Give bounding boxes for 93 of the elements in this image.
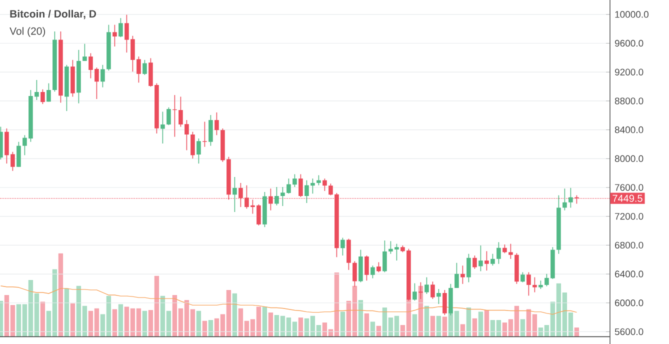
- bar: [208, 320, 214, 337]
- candlestick: [466, 253, 471, 283]
- candlestick: [214, 112, 219, 136]
- y-tick-label: 8800.0: [614, 98, 644, 104]
- y-tick-label: 9200.0: [614, 68, 644, 76]
- y-tick-label: 6000.0: [615, 300, 644, 306]
- candlestick: [100, 64, 105, 88]
- candlestick: [412, 282, 417, 302]
- candlestick: [328, 183, 333, 196]
- candlestick: [562, 188, 567, 211]
- candlestick: [112, 24, 117, 47]
- bar: [436, 316, 442, 337]
- bar: [460, 324, 466, 337]
- candlestick: [472, 255, 477, 270]
- bar: [142, 310, 148, 337]
- bar: [466, 308, 472, 337]
- y-tick-label: 8000.0: [614, 155, 644, 162]
- candlestick: [202, 121, 207, 148]
- bar: [520, 319, 526, 337]
- candlestick: [364, 255, 369, 281]
- candlestick: [454, 262, 459, 288]
- y-tick-label: 6800.0: [615, 242, 644, 249]
- bar: [412, 314, 418, 337]
- candlestick: [118, 18, 123, 38]
- bar: [358, 300, 364, 337]
- y-tick-label: 7600.0: [615, 184, 644, 191]
- candlestick: [322, 178, 327, 192]
- candlestick: [382, 240, 387, 273]
- bar: [196, 310, 202, 337]
- chart-title: Vol (20): [10, 27, 46, 37]
- candlestick: [196, 138, 201, 164]
- bar: [202, 320, 208, 337]
- candlestick: [208, 114, 213, 146]
- candlestick: [340, 237, 345, 256]
- candlestick: [298, 174, 303, 198]
- candlestick: [424, 276, 429, 294]
- candlestick: [304, 180, 309, 204]
- y-tick-label: 6400.0: [615, 270, 644, 278]
- candlestick: [490, 253, 495, 266]
- bar: [268, 312, 274, 337]
- candlestick: [16, 141, 21, 168]
- candlestick: [496, 242, 501, 264]
- candlestick: [508, 243, 513, 260]
- bar: [40, 302, 46, 337]
- bar: [232, 293, 238, 337]
- candlestick: [46, 82, 51, 102]
- y-tick-label: 7200.0: [615, 212, 644, 220]
- ref-line-label: 7449.5: [612, 194, 642, 202]
- bar: [298, 318, 304, 337]
- bar: [424, 306, 430, 337]
- candlestick: [526, 272, 531, 296]
- bar: [364, 313, 370, 337]
- candlestick: [436, 288, 441, 304]
- candlestick: [442, 290, 447, 316]
- candlestick: [274, 186, 279, 206]
- y-tick-label: 9600.0: [614, 40, 644, 47]
- candlestick: [460, 265, 465, 284]
- candlestick: [532, 276, 537, 293]
- candlestick: [142, 60, 147, 76]
- candlestick: [568, 188, 573, 208]
- candlestick: [190, 131, 195, 159]
- candlestick: [370, 265, 375, 279]
- bar: [70, 303, 76, 337]
- bar: [418, 286, 424, 337]
- candlestick: [430, 281, 435, 300]
- candlestick: [166, 106, 171, 126]
- bar: [340, 312, 346, 337]
- bar: [118, 304, 124, 337]
- bar: [430, 316, 436, 337]
- candlestick: [520, 272, 525, 283]
- bar: [472, 318, 478, 337]
- y-tick-label: 10000.0: [615, 11, 648, 18]
- text: Bitcoin / Dollar, D: [10, 10, 96, 20]
- bar: [64, 288, 70, 337]
- candlestick: [160, 111, 165, 144]
- bar: [58, 253, 64, 337]
- bar: [484, 310, 490, 337]
- candlestick: [376, 262, 381, 273]
- candlestick: [346, 238, 351, 270]
- bar: [478, 312, 484, 337]
- y-tick-label: 5600.0: [614, 328, 644, 336]
- candlestick: [40, 88, 45, 104]
- candlestick: [484, 250, 489, 271]
- y-tick-label: 8400.0: [614, 126, 644, 134]
- candlestick: [310, 178, 315, 194]
- bar: [262, 306, 268, 337]
- candlestick: [478, 245, 483, 272]
- candlestick: [82, 43, 87, 62]
- bar: [442, 316, 448, 337]
- bar: [370, 322, 376, 337]
- bar: [112, 309, 118, 337]
- candlestick: [232, 176, 237, 212]
- candlestick: [316, 174, 321, 186]
